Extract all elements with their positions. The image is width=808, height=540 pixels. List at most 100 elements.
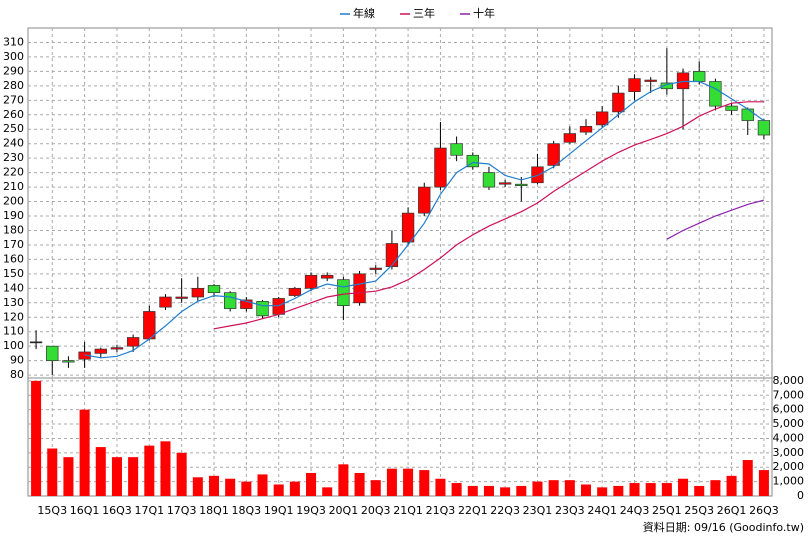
candle-body (757, 120, 771, 136)
y2-tick-label: 0 (797, 489, 804, 502)
x-tick-label: 16Q3 (102, 504, 132, 517)
candle-body (596, 111, 609, 126)
y-tick-label: 100 (3, 339, 24, 352)
y-tick-label: 180 (3, 223, 24, 236)
candle-body (547, 143, 560, 166)
y-tick-label: 270 (3, 93, 24, 106)
x-tick-label: 26Q1 (717, 504, 747, 517)
y-tick-label: 290 (3, 64, 24, 77)
y-tick-label: 170 (3, 238, 24, 251)
y2-tick-label: 7,000 (773, 388, 805, 401)
candle-body (693, 71, 706, 82)
volume-bar (306, 472, 317, 496)
volume-bar (289, 481, 300, 496)
volume-bar (661, 483, 672, 496)
volume-bar (710, 480, 721, 496)
volume-bar (225, 478, 236, 496)
y-tick-label: 240 (3, 137, 24, 150)
y-tick-label: 230 (3, 151, 24, 164)
x-tick-label: 19Q1 (264, 504, 294, 517)
candle-body (482, 172, 496, 188)
ma-line (213, 101, 764, 330)
candle-body (579, 125, 593, 133)
volume-bar (241, 481, 252, 496)
y-tick-label: 130 (3, 296, 24, 309)
candle-body (531, 166, 544, 184)
volume-bar (758, 470, 769, 496)
candle-body (741, 108, 754, 121)
volume-bar (111, 457, 122, 496)
y-tick-label: 210 (3, 180, 24, 193)
volume-bar (419, 470, 430, 496)
volume-bar (354, 472, 365, 496)
volume-bar (516, 485, 527, 496)
candle-body (110, 347, 124, 350)
candle-body (660, 82, 674, 90)
y-tick-label: 260 (3, 108, 24, 121)
volume-bar (95, 447, 106, 496)
marks (29, 48, 771, 496)
x-tick-label: 25Q3 (684, 504, 714, 517)
volume-bar (548, 480, 559, 496)
x-tick-label: 22Q3 (490, 504, 520, 517)
y2-tick-label: 6,000 (773, 403, 805, 416)
volume-bar (273, 484, 284, 496)
y-tick-label: 160 (3, 252, 24, 265)
x-tick-label: 19Q3 (296, 504, 326, 517)
x-tick-label: 24Q1 (587, 504, 617, 517)
volume-bar (613, 485, 624, 496)
candle-body (725, 105, 738, 111)
x-tick-label: 18Q3 (232, 504, 262, 517)
candle-body (224, 292, 237, 309)
source-note: 資料日期: 09/16 (Goodinfo.tw) (643, 520, 804, 534)
price-panel (27, 27, 773, 379)
volume-bar (483, 485, 494, 496)
y2-tick-label: 1,000 (773, 475, 805, 488)
candle-body (515, 183, 528, 186)
x-tick-label: 20Q1 (329, 504, 359, 517)
ma-line (84, 80, 765, 359)
y2-tick-label: 5,000 (773, 417, 805, 430)
volume-bar (532, 481, 543, 496)
grid (28, 28, 772, 496)
candle-body (466, 154, 479, 168)
volume-bar (160, 441, 171, 496)
candle-body (207, 285, 221, 294)
y-tick-label: 280 (3, 79, 24, 92)
candle-body (353, 273, 366, 304)
volume-bar (678, 478, 689, 496)
volume-bar (144, 445, 155, 496)
volume-bar (63, 457, 74, 496)
volume-bar (192, 477, 203, 496)
x-tick-label: 21Q1 (393, 504, 423, 517)
candle-body (401, 212, 415, 243)
x-tick-label: 21Q3 (426, 504, 456, 517)
candle-body (256, 300, 269, 317)
y2-tick-label: 2,000 (773, 460, 805, 473)
volume-bar (451, 483, 462, 496)
candle-body (126, 337, 140, 347)
x-tick-label: 23Q1 (523, 504, 553, 517)
y-tick-label: 90 (10, 354, 24, 367)
candle-body (272, 298, 285, 315)
x-tick-label: 26Q3 (749, 504, 779, 517)
ma-line (666, 199, 765, 240)
candle-body (337, 279, 350, 307)
candle-body (29, 341, 43, 344)
x-tick-label: 16Q1 (70, 504, 100, 517)
candle-body (62, 360, 75, 363)
x-tick-label: 17Q3 (167, 504, 197, 517)
candle-body (321, 274, 334, 279)
y-tick-label: 300 (3, 50, 24, 63)
volume-bar (580, 484, 592, 496)
candle-body (46, 345, 59, 361)
volume-bar (322, 487, 333, 496)
candle-body (385, 243, 399, 267)
y-tick-label: 140 (3, 281, 24, 294)
candle-body (94, 348, 107, 354)
volume-bar (694, 485, 705, 496)
volume-bar (467, 485, 478, 496)
x-tick-label: 22Q1 (458, 504, 488, 517)
